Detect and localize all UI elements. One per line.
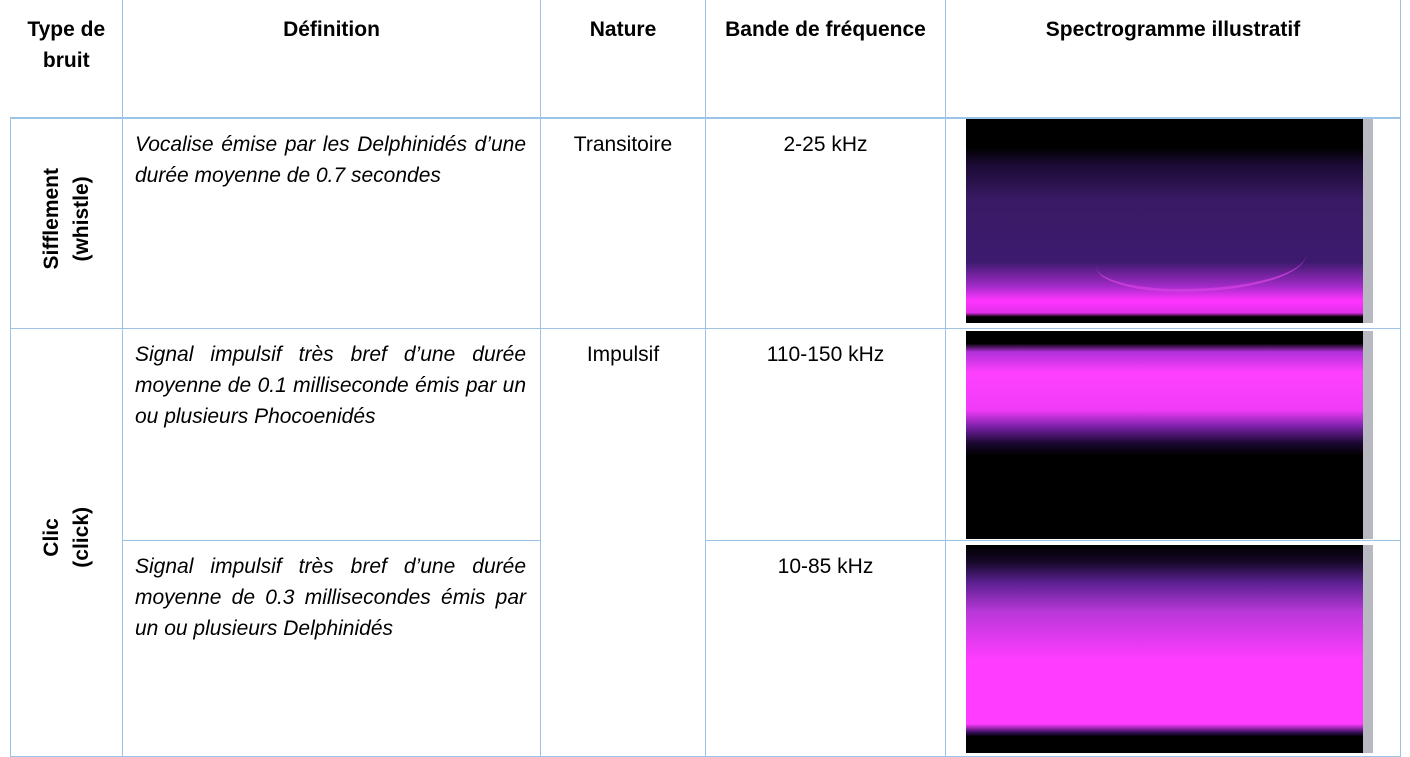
type-cell: Sifflement (whistle) (10, 117, 123, 329)
type-cell: Clic (click) (10, 327, 123, 757)
frequency-band: 2-25 kHz (705, 117, 946, 329)
type-label: (click) (69, 507, 93, 568)
row: Sifflement (whistle) Vocalise émise par l… (10, 117, 1401, 329)
header-cell: Type de bruit (10, 0, 123, 119)
frequency-band: 110-150 kHz (705, 327, 946, 541)
spectrogram-cell (945, 117, 1401, 329)
row: Signal impulsif très bref d’une durée mo… (11, 539, 1401, 757)
type-label: (whistle) (69, 176, 93, 262)
spectrogram-cell (945, 539, 1401, 757)
header-cell: Spectrogramme illustratif (945, 0, 1401, 119)
spectrogram (966, 544, 1373, 753)
definition: Signal impulsif très bref d’une durée mo… (122, 327, 541, 541)
spectrogram (966, 330, 1373, 539)
row: Clic (click) Signal impulsif très bref d’… (10, 327, 1401, 757)
type-label: Clic (39, 518, 63, 557)
spectrogram-cell (945, 327, 1401, 541)
header-cell: Bande de fréquence (705, 0, 946, 119)
noise-table: Type de bruit Définition Nature Bande de… (10, 0, 1401, 757)
nature: Transitoire (540, 117, 706, 329)
definition: Signal impulsif très bref d’une durée mo… (122, 539, 541, 757)
definition: Vocalise émise par les Delphinidés d’une… (122, 117, 541, 329)
type-label: Sifflement (39, 167, 63, 270)
header-row: Type de bruit Définition Nature Bande de… (10, 0, 1401, 119)
frequency-band: 10-85 kHz (705, 539, 946, 757)
spectrogram (966, 119, 1373, 323)
nature: Impulsif (540, 327, 706, 757)
header-cell: Nature (540, 0, 706, 119)
header-cell: Définition (122, 0, 541, 119)
